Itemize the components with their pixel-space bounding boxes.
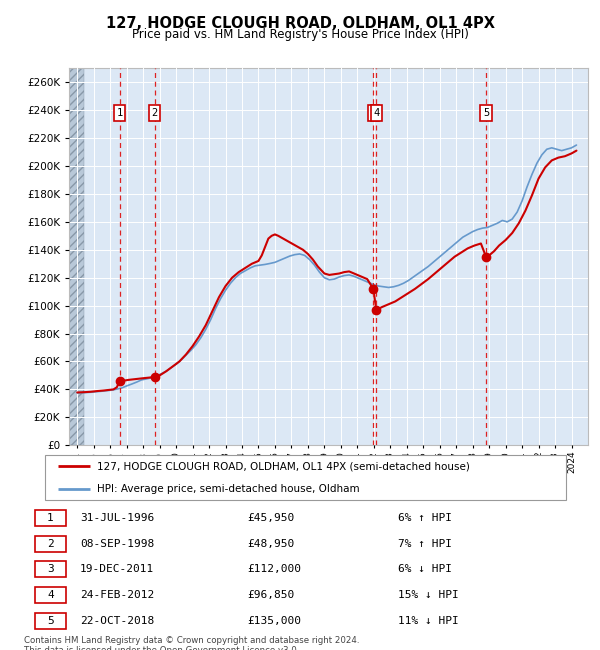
Text: 7% ↑ HPI: 7% ↑ HPI [398,539,452,549]
FancyBboxPatch shape [35,536,66,552]
Text: 1: 1 [116,108,123,118]
Text: £45,950: £45,950 [247,513,295,523]
Text: £112,000: £112,000 [247,564,301,575]
FancyBboxPatch shape [35,510,66,526]
Bar [69,68,84,445]
Text: 2: 2 [151,108,158,118]
Text: Contains HM Land Registry data © Crown copyright and database right 2024.
This d: Contains HM Land Registry data © Crown c… [24,636,359,650]
Text: 3: 3 [370,108,376,118]
Text: 127, HODGE CLOUGH ROAD, OLDHAM, OL1 4PX (semi-detached house): 127, HODGE CLOUGH ROAD, OLDHAM, OL1 4PX … [97,462,470,471]
Text: 127, HODGE CLOUGH ROAD, OLDHAM, OL1 4PX: 127, HODGE CLOUGH ROAD, OLDHAM, OL1 4PX [106,16,494,31]
Text: 15% ↓ HPI: 15% ↓ HPI [398,590,458,600]
Text: 2: 2 [47,539,54,549]
Text: 6% ↑ HPI: 6% ↑ HPI [398,513,452,523]
Text: HPI: Average price, semi-detached house, Oldham: HPI: Average price, semi-detached house,… [97,484,360,493]
Text: 22-OCT-2018: 22-OCT-2018 [80,616,154,626]
Text: 31-JUL-1996: 31-JUL-1996 [80,513,154,523]
Text: £48,950: £48,950 [247,539,295,549]
Text: 11% ↓ HPI: 11% ↓ HPI [398,616,458,626]
Text: 5: 5 [47,616,54,626]
Text: Price paid vs. HM Land Registry's House Price Index (HPI): Price paid vs. HM Land Registry's House … [131,28,469,41]
Bar [69,68,84,445]
Text: £135,000: £135,000 [247,616,301,626]
FancyBboxPatch shape [35,562,66,577]
Text: 19-DEC-2011: 19-DEC-2011 [80,564,154,575]
Text: 1: 1 [47,513,54,523]
Text: 3: 3 [47,564,54,575]
Text: 6% ↓ HPI: 6% ↓ HPI [398,564,452,575]
Text: 4: 4 [373,108,379,118]
Text: 24-FEB-2012: 24-FEB-2012 [80,590,154,600]
Text: 08-SEP-1998: 08-SEP-1998 [80,539,154,549]
Text: 5: 5 [483,108,489,118]
Text: 4: 4 [47,590,54,600]
FancyBboxPatch shape [44,455,566,500]
Text: £96,850: £96,850 [247,590,295,600]
FancyBboxPatch shape [35,613,66,629]
FancyBboxPatch shape [35,587,66,603]
